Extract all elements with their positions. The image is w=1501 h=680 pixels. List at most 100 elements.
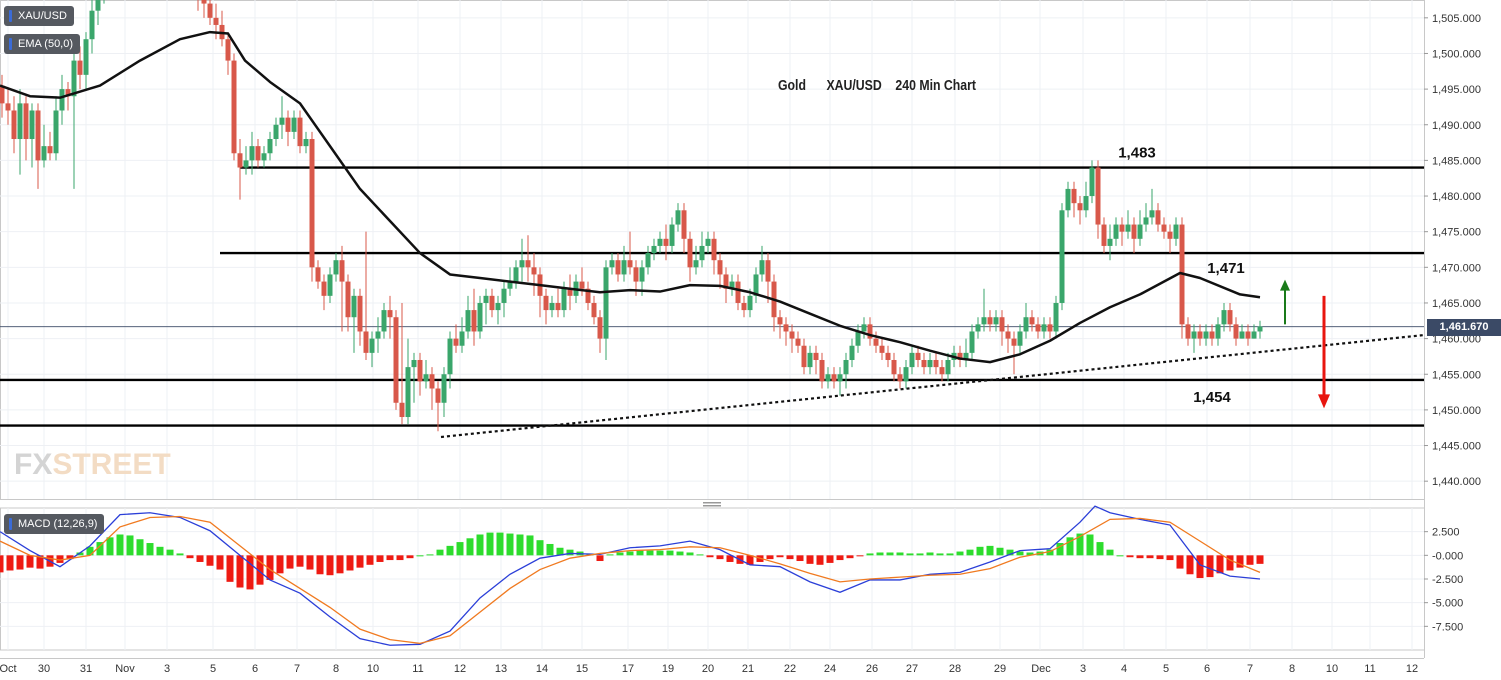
time-tick-label: 31	[80, 663, 92, 675]
price-tick-label: 1,485.000	[1432, 155, 1481, 167]
candle-body	[1239, 331, 1245, 339]
candle-body	[95, 0, 101, 11]
symbol-badge[interactable]: XAU/USD	[4, 6, 74, 26]
time-tick-label: 30	[38, 663, 50, 675]
candle-body	[29, 110, 35, 140]
macd-histogram-bar	[1056, 543, 1064, 556]
candle-body	[1227, 310, 1233, 325]
macd-histogram-bar	[66, 555, 74, 560]
macd-histogram-bar	[56, 555, 64, 563]
candle-body	[1071, 188, 1077, 204]
macd-histogram-bar	[656, 550, 664, 556]
candle-body	[1149, 210, 1155, 218]
candle-body	[1077, 203, 1083, 211]
macd-histogram-bar	[166, 549, 174, 556]
candle-body	[513, 267, 519, 282]
candle-body	[735, 281, 741, 303]
macd-histogram-bar	[146, 543, 154, 556]
time-tick-label: 17	[622, 663, 634, 675]
macd-histogram-bar	[36, 555, 44, 569]
macd-histogram-bar	[466, 538, 474, 556]
time-tick-label: 19	[662, 663, 674, 675]
macd-histogram-bar	[556, 547, 564, 556]
candle-body	[1017, 331, 1023, 346]
macd-histogram-bar	[316, 555, 324, 575]
candle-body	[729, 281, 735, 289]
candle-body	[89, 10, 95, 40]
candle-body	[813, 352, 819, 360]
candle-body	[17, 103, 23, 140]
candle-body	[861, 324, 867, 332]
candle-body	[285, 117, 291, 132]
time-tick-label: 12	[1406, 663, 1418, 675]
macd-histogram-bar	[256, 555, 264, 585]
candle-body	[1245, 331, 1251, 339]
candle-body	[1125, 224, 1131, 232]
candle-body	[327, 274, 333, 296]
macd-histogram-bar	[866, 553, 874, 556]
macd-histogram-bar	[206, 555, 214, 566]
macd-histogram-bar	[1006, 549, 1014, 556]
candle-body	[465, 310, 471, 332]
candle-body	[819, 359, 825, 382]
macd-tick-label: -2.500	[1432, 574, 1463, 586]
candle-body	[591, 302, 597, 318]
candle-body	[1113, 224, 1119, 239]
macd-histogram-bar	[506, 533, 514, 556]
candle-body	[777, 317, 783, 325]
time-tick-label: 7	[294, 663, 300, 675]
macd-panel	[0, 505, 1424, 646]
macd-tick-label: -0.000	[1432, 550, 1463, 562]
trendline-dotted	[440, 333, 1425, 439]
candle-body	[249, 146, 255, 161]
candle-body	[71, 60, 77, 97]
macd-histogram-bar	[986, 545, 994, 556]
candle-body	[345, 281, 351, 318]
candle-body	[897, 374, 903, 382]
macd-histogram-bar	[996, 547, 1004, 556]
candle-body	[519, 260, 525, 268]
macd-histogram-bar	[1206, 555, 1214, 578]
time-tick-label: 14	[536, 663, 548, 675]
chart-title: Gold XAU/USD 240 Min Chart	[778, 77, 976, 93]
candle-body	[1095, 167, 1101, 225]
candle-body	[1251, 331, 1257, 339]
candle-body	[1029, 317, 1035, 325]
macd-histogram-bar	[416, 555, 424, 557]
macd-badge[interactable]: MACD (12,26,9)	[4, 514, 105, 534]
time-tick-label: 26	[866, 663, 878, 675]
macd-histogram-bar	[186, 555, 194, 559]
candle-body	[663, 238, 669, 246]
candle-body	[59, 89, 65, 111]
price-tick-label: 1,500.000	[1432, 48, 1481, 60]
macd-histogram-bar	[446, 545, 454, 556]
candle-body	[357, 295, 363, 332]
current-price-badge: 1,461.670	[1427, 318, 1501, 336]
candle-body	[423, 374, 429, 382]
candle-body	[477, 302, 483, 332]
candle-body	[759, 260, 765, 275]
candle-body	[795, 338, 801, 346]
macd-histogram-bar	[896, 552, 904, 556]
candle-body	[375, 331, 381, 339]
macd-histogram-bar	[596, 555, 604, 562]
time-tick-label: 10	[367, 663, 379, 675]
candle-body	[621, 260, 627, 275]
ema-badge[interactable]: EMA (50,0)	[4, 34, 81, 54]
candle-body	[1203, 331, 1209, 339]
candle-body	[1143, 217, 1149, 225]
macd-histogram-bar	[686, 552, 694, 556]
macd-histogram-bar	[1146, 555, 1154, 559]
candle-body	[711, 238, 717, 261]
macd-histogram-bar	[676, 551, 684, 556]
macd-histogram-bar	[956, 551, 964, 556]
level-label: 1,454	[1193, 389, 1231, 406]
candle-body	[231, 60, 237, 154]
candle-body	[1137, 224, 1143, 239]
candle-body	[873, 338, 879, 346]
candle-body	[825, 374, 831, 382]
candle-body	[657, 238, 663, 246]
macd-histogram-bar	[786, 555, 794, 560]
candle-body	[1197, 331, 1203, 339]
candle-body	[381, 310, 387, 332]
